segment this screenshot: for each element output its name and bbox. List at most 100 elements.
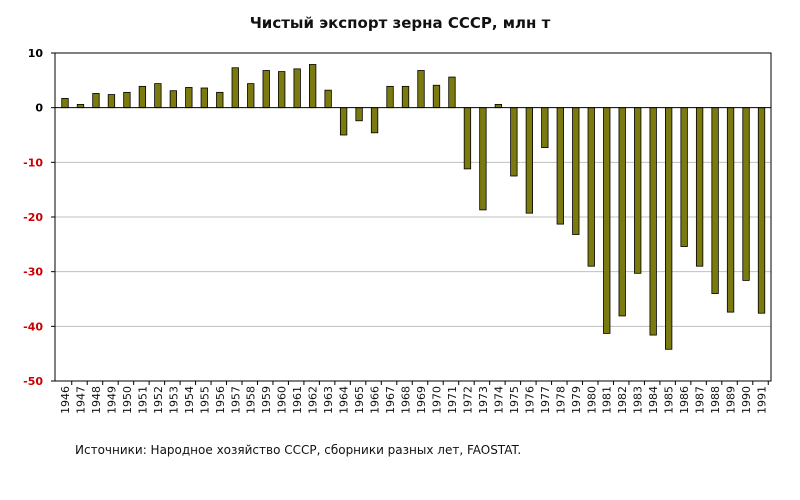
bar-1978 (556, 107, 564, 225)
x-tick-label: 1960 (276, 386, 289, 414)
x-tick-label: 1975 (508, 386, 521, 414)
bar-1968 (401, 85, 410, 109)
x-tick-label: 1958 (245, 386, 258, 414)
bar-1956 (216, 91, 224, 109)
x-tick-label: 1952 (152, 386, 165, 414)
bar-1961 (293, 68, 301, 109)
x-tick-label: 1972 (461, 386, 474, 414)
bar-1958 (247, 83, 255, 109)
bar-1977 (541, 107, 549, 148)
x-tick-label: 1970 (430, 386, 443, 414)
bar-1953 (169, 90, 177, 109)
x-tick-label: 1967 (384, 386, 397, 414)
bar-1991 (757, 107, 766, 314)
bar-1989 (726, 107, 735, 313)
x-tick-label: 1982 (616, 386, 629, 414)
bar-1957 (231, 67, 239, 109)
x-tick-label: 1957 (229, 386, 242, 414)
x-tick-label: 1959 (260, 386, 273, 414)
x-tick-label: 1971 (446, 386, 459, 414)
bar-1965 (355, 107, 363, 122)
bar-1955 (200, 87, 208, 109)
x-tick-label: 1949 (105, 386, 118, 414)
y-tick-label: -30 (23, 266, 43, 279)
bar-1948 (92, 93, 100, 109)
bar-1950 (123, 91, 131, 109)
x-tick-label: 1966 (369, 386, 382, 414)
bar-1952 (154, 83, 162, 109)
bar-1980 (587, 107, 595, 267)
x-tick-label: 1973 (477, 386, 490, 414)
x-tick-label: 1953 (167, 386, 180, 414)
bar-1984 (649, 107, 657, 336)
x-tick-label: 1955 (198, 386, 211, 414)
bar-1962 (309, 64, 317, 109)
x-tick-label: 1974 (492, 386, 505, 414)
bar-1985 (665, 107, 673, 350)
x-tick-label: 1988 (709, 386, 722, 414)
bar-1975 (510, 107, 518, 177)
x-tick-label: 1969 (415, 386, 428, 414)
x-tick-label: 1980 (585, 386, 598, 414)
gridlines (55, 161, 771, 327)
bar-1973 (479, 107, 487, 211)
x-tick-label: 1956 (214, 386, 227, 414)
x-tick-label: 1947 (74, 386, 87, 414)
x-tick-label: 1961 (291, 386, 304, 414)
bar-1982 (618, 107, 626, 317)
y-tick-label: -20 (23, 211, 43, 224)
bars (61, 64, 766, 350)
y-tick-label: -40 (23, 320, 43, 333)
x-tick-label: 1963 (322, 386, 335, 414)
x-tick-label: 1981 (601, 386, 614, 414)
x-tick-label: 1978 (554, 386, 567, 414)
bar-1987 (695, 107, 704, 267)
bar-1946 (61, 97, 69, 109)
x-tick-label: 1976 (523, 386, 536, 414)
bar-1954 (185, 87, 193, 109)
x-tick-label: 1950 (121, 386, 134, 414)
x-tick-label: 1965 (353, 386, 366, 414)
bar-1966 (370, 107, 379, 134)
y-tick-label: -10 (23, 156, 43, 169)
bar-1981 (603, 107, 611, 334)
bar-1959 (262, 70, 270, 109)
x-tick-label: 1979 (570, 386, 583, 414)
bar-1963 (324, 89, 332, 109)
source-note: Источники: Народное хозяйство СССР, сбор… (75, 443, 522, 457)
x-tick-label: 1986 (678, 386, 691, 414)
x-tick-label: 1946 (59, 386, 72, 414)
x-tick-label: 1951 (136, 386, 149, 414)
bar-1972 (463, 107, 472, 170)
x-tick-label: 1954 (183, 386, 196, 414)
bar-1986 (680, 107, 688, 247)
bar-1979 (572, 107, 580, 235)
x-tick-label: 1987 (694, 386, 707, 414)
bar-1964 (339, 107, 348, 136)
y-tick-label: 10 (28, 47, 44, 60)
x-tick-label: 1948 (90, 386, 103, 414)
chart-title: Чистый экспорт зерна СССР, млн т (249, 14, 551, 32)
x-tick-label: 1983 (632, 386, 645, 414)
x-axis-ticks: 1946 1947 1948 1949 1950 1951 1952 1953 1954 1955… (59, 381, 769, 414)
bar-1990 (742, 107, 750, 281)
bar-1983 (634, 107, 642, 274)
y-axis-ticks: 10 0 -10 -20 -30 -40 -50 (23, 47, 55, 388)
y-tick-label: 0 (35, 102, 43, 115)
x-tick-label: 1962 (307, 386, 320, 414)
x-tick-label: 1964 (338, 386, 351, 414)
bar-1949 (107, 94, 116, 109)
bar-1971 (448, 76, 456, 109)
bar-1967 (386, 85, 394, 109)
x-tick-label: 1984 (647, 386, 660, 414)
bar-1969 (417, 70, 425, 109)
x-tick-label: 1991 (756, 386, 769, 414)
x-tick-label: 1990 (740, 386, 753, 414)
x-tick-label: 1985 (663, 386, 676, 414)
y-tick-label: -50 (23, 375, 43, 388)
bar-1970 (432, 84, 441, 109)
x-tick-label: 1977 (539, 386, 552, 414)
bar-1988 (711, 107, 719, 294)
x-tick-label: 1989 (725, 386, 738, 414)
